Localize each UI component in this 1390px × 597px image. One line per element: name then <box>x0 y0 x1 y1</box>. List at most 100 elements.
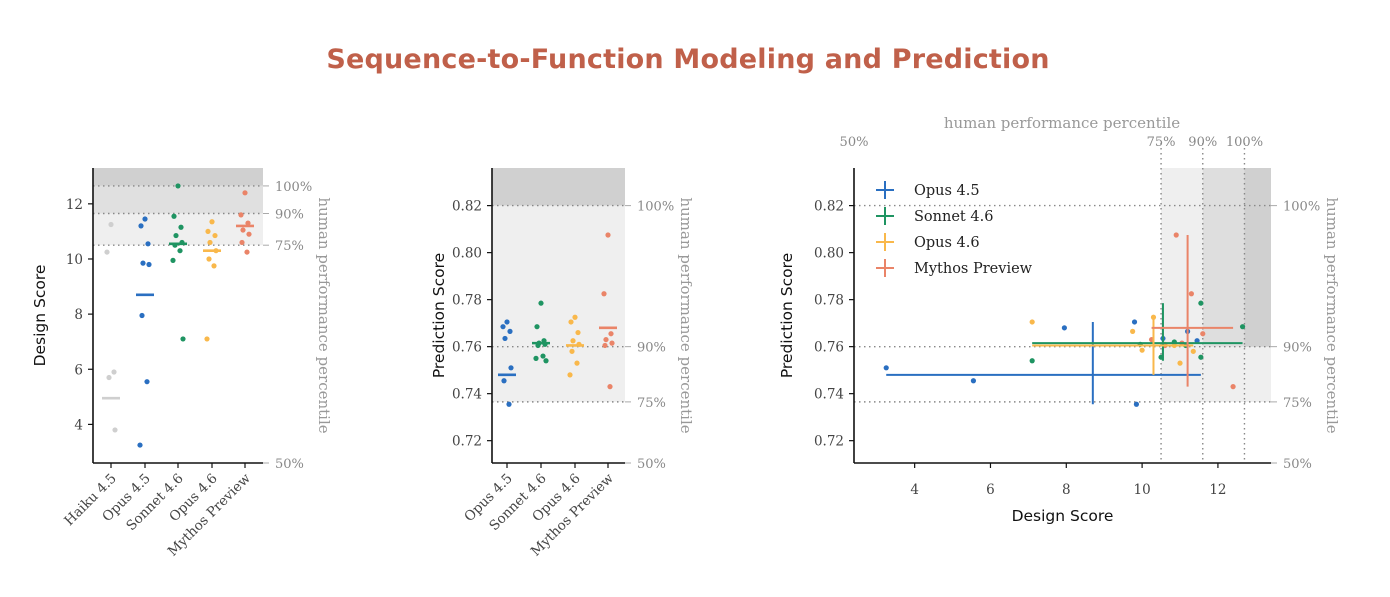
panel1-point <box>139 312 145 319</box>
panel1-point <box>238 212 244 218</box>
legend-label: Opus 4.5 <box>914 183 980 199</box>
panel3-ytick-label: 0.72 <box>814 434 844 450</box>
panel1-point <box>180 336 186 342</box>
panel2-point <box>507 328 513 334</box>
panel1-percentile-label: 50% <box>275 457 304 472</box>
panel2-ytick-label: 0.80 <box>452 246 482 262</box>
panel1-percentile-label: 90% <box>275 207 304 222</box>
panel1-point <box>106 374 112 381</box>
legend-label: Sonnet 4.6 <box>914 209 993 225</box>
panel1-point <box>175 183 181 189</box>
panel3-point <box>1177 360 1183 366</box>
panel2-percentile-label: 75% <box>637 396 666 411</box>
panel3-ytick-label: 0.76 <box>814 340 844 356</box>
panel1-secondary-ylabel: human performance percentile <box>315 197 333 433</box>
panel3-point <box>1239 324 1246 330</box>
panel2-point <box>572 314 578 320</box>
panel2-point <box>504 319 510 325</box>
panel3-top-percentile-label: 50% <box>840 135 869 150</box>
panel3-point <box>1133 401 1140 407</box>
panel1-point <box>140 260 146 266</box>
panel1-point <box>138 223 144 229</box>
panel1-percentile-label: 100% <box>275 180 312 195</box>
panel3-point <box>1029 319 1035 325</box>
panel2-point <box>533 355 539 361</box>
panel1-ytick-label: 10 <box>66 252 83 268</box>
panel1-ytick-label: 6 <box>74 362 83 378</box>
panel3-point <box>1190 348 1196 354</box>
panel1-point <box>240 227 246 233</box>
panel2-point <box>570 338 576 344</box>
panel3-point <box>1061 325 1067 331</box>
panel3-point <box>1130 328 1136 334</box>
panel1-point <box>209 219 215 225</box>
panel3-point <box>883 365 889 371</box>
panel2-point <box>602 342 608 349</box>
panel2-point <box>569 348 575 354</box>
panel1-point <box>177 248 183 254</box>
panel3-point <box>1029 358 1035 364</box>
legend-label: Opus 4.6 <box>914 235 980 251</box>
panel2-percentile-label: 90% <box>637 341 666 356</box>
panel3-xtick-label: 8 <box>1062 482 1071 498</box>
panel1-point <box>245 220 251 226</box>
panel1-point <box>111 369 117 375</box>
panel1-point <box>211 263 217 269</box>
panel1-band-top <box>93 168 263 186</box>
panel3-xtick-label: 12 <box>1209 482 1226 498</box>
panel1-point <box>178 224 184 230</box>
panel3-xtick-label: 4 <box>910 482 919 498</box>
panel2-point <box>568 319 574 325</box>
panel3-point <box>1173 232 1179 238</box>
panel3-top-percentile-label: 75% <box>1147 135 1176 150</box>
panel2-ytick-label: 0.78 <box>452 293 482 309</box>
panel3-ytick-label: 0.78 <box>814 293 844 309</box>
panel2-point <box>502 335 508 342</box>
panel1-point <box>170 257 176 263</box>
panel1-point <box>145 241 151 247</box>
panel2-point <box>609 340 615 346</box>
panel2-point <box>534 324 540 330</box>
panel3-right-percentile-label: 50% <box>1283 457 1312 472</box>
panel1-point <box>204 336 210 342</box>
figure-title: Sequence-to-Function Modeling and Predic… <box>326 44 1050 75</box>
panel1-point <box>104 249 110 255</box>
panel2-point <box>574 360 580 366</box>
panel2-point <box>608 331 614 337</box>
panel2-percentile-label: 50% <box>637 457 666 472</box>
panel2-percentile-label: 100% <box>637 200 674 215</box>
panel1-ytick-label: 8 <box>74 307 83 323</box>
panel2-ytick-label: 0.74 <box>452 387 482 403</box>
panel3-point <box>1230 384 1236 390</box>
panel3-point <box>1198 354 1204 360</box>
panel3-point <box>970 378 977 384</box>
panel2-band-top <box>492 168 625 206</box>
panel3-point <box>1200 331 1206 337</box>
panel3-xtick-label: 6 <box>986 482 995 498</box>
panel1-percentile-label: 75% <box>275 239 304 254</box>
panel2-point <box>605 232 611 238</box>
panel2-point <box>601 291 607 297</box>
panel1-ytick-label: 4 <box>74 417 83 433</box>
panel1-point <box>146 261 152 268</box>
panel3-point <box>1188 291 1194 297</box>
panel1-point <box>205 228 211 235</box>
panel1-point <box>206 256 212 262</box>
panel1-point <box>212 232 218 239</box>
panel3-top-xlabel: human performance percentile <box>944 114 1180 132</box>
panel3-top-percentile-label: 90% <box>1188 135 1217 150</box>
panel2-point <box>538 300 544 306</box>
panel1-ylabel: Design Score <box>31 265 49 367</box>
panel1-point <box>112 427 118 433</box>
panel2-ytick-label: 0.76 <box>452 340 482 356</box>
panel3-right-percentile-label: 75% <box>1283 396 1312 411</box>
panel2-point <box>543 358 549 364</box>
panel3-right-percentile-label: 100% <box>1283 200 1320 215</box>
panel3-xtick-label: 10 <box>1134 482 1151 498</box>
panel1-point <box>171 213 177 219</box>
panel3-point <box>1198 300 1204 306</box>
panel1-point <box>239 239 245 246</box>
panel1-point <box>242 190 248 196</box>
panel2-ytick-label: 0.72 <box>452 434 482 450</box>
